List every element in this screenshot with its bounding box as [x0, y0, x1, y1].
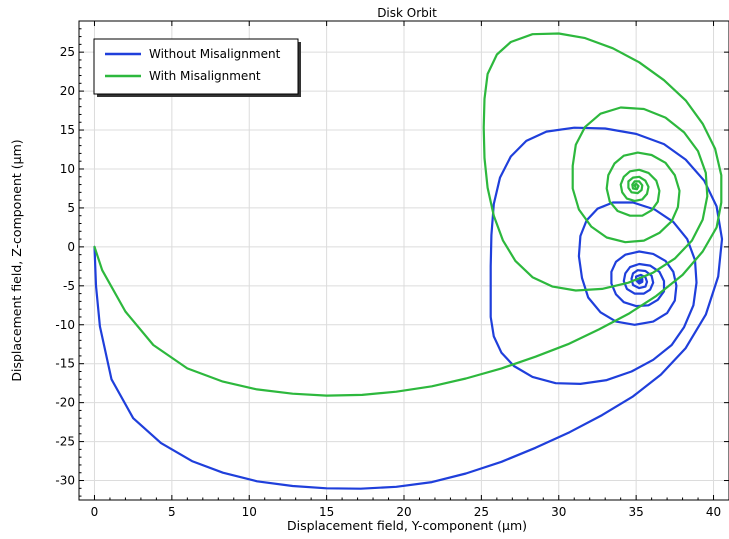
legend-box: [93, 38, 299, 95]
x-tick-label: 0: [91, 505, 99, 519]
legend-label-with-misalignment: With Misalignment: [149, 69, 261, 83]
y-tick-label: 5: [67, 201, 75, 215]
x-tick-label: 5: [168, 505, 176, 519]
series-lines: [93, 32, 724, 490]
series-with-misalignment: [93, 32, 723, 397]
y-tick-label: -25: [55, 435, 75, 449]
axis-ticks: 0 5 10 15 20 25 30 35 40 -30 -25 -20 -15 -10 -5 0 5 10 15 2…: [55, 20, 729, 519]
legend: Without Misalignment With Misalignment: [93, 38, 301, 97]
y-axis-title: Displacement field, Z-component (µm): [9, 139, 24, 381]
x-axis-title: Displacement field, Y-component (µm): [287, 518, 527, 533]
y-tick-label: -5: [63, 279, 75, 293]
x-tick-label: 10: [242, 505, 257, 519]
y-tick-label: 20: [60, 84, 75, 98]
series-without-misalignment: [93, 126, 724, 490]
x-tick-label: 30: [551, 505, 566, 519]
y-tick-label: -10: [55, 318, 75, 332]
chart-title: Disk Orbit: [377, 6, 437, 20]
y-tick-label: 25: [60, 45, 75, 59]
x-tick-label: 20: [396, 505, 411, 519]
x-tick-label: 25: [474, 505, 489, 519]
grid-lines: [79, 21, 729, 500]
y-tick-label: 10: [60, 162, 75, 176]
y-tick-label: -20: [55, 396, 75, 410]
y-tick-label: 15: [60, 123, 75, 137]
y-tick-label: -15: [55, 357, 75, 371]
x-tick-label: 15: [319, 505, 334, 519]
y-tick-label: 0: [67, 240, 75, 254]
y-tick-label: -30: [55, 474, 75, 488]
x-tick-label: 40: [706, 505, 721, 519]
legend-label-without-misalignment: Without Misalignment: [149, 47, 281, 61]
x-tick-label: 35: [629, 505, 644, 519]
